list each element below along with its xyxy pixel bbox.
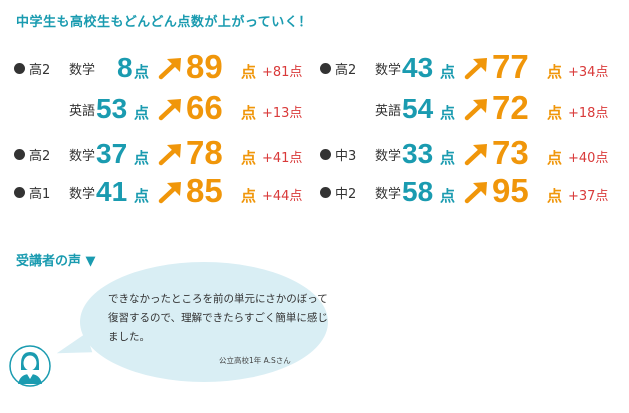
score-after: 72 [492,89,529,126]
score-gain: +34点 [568,65,609,80]
score-after: 95 [492,172,529,209]
student-avatar-icon [9,345,51,387]
score-unit: 点 [241,149,257,167]
score-before: 58 [402,176,434,207]
score-after: 78 [186,134,223,171]
up-arrow-icon [158,144,181,166]
score-unit: 点 [241,104,257,122]
score-unit: 点 [241,63,257,81]
headline: 中学生も高校生もどんどん点数が上がっていく！ [16,15,312,30]
score-before: 41 [96,176,128,207]
score-gain: +41点 [262,151,303,166]
voice-section-title: 受講者の声 ▼ [16,254,96,269]
score-after: 89 [186,48,223,85]
score-before: 53 [96,93,128,124]
subject-label: 数学 [69,149,96,164]
bullet-icon [320,187,331,198]
score-unit: 点 [134,149,150,167]
score-before: 33 [402,138,434,169]
up-arrow-icon [464,99,487,121]
score-after: 66 [186,89,223,126]
score-gain: +18点 [568,106,609,121]
grade-label: 中2 [335,187,357,202]
grade-label: 高2 [29,149,51,164]
score-unit: 点 [547,149,563,167]
score-gain: +13点 [262,106,303,121]
subject-label: 数学 [69,187,96,202]
grade-label: 中3 [335,149,357,164]
score-unit: 点 [241,187,257,205]
score-before: 8 [117,52,133,83]
bullet-icon [14,187,25,198]
score-after: 77 [492,48,529,85]
up-arrow-icon [464,182,487,204]
score-before: 43 [402,52,434,83]
score-unit: 点 [547,63,563,81]
bullet-icon [320,63,331,74]
subject-label: 数学 [375,63,402,78]
testimonial-signature: 公立高校1年 A.Sさん [219,356,291,365]
subject-label: 数学 [375,187,402,202]
score-unit: 点 [134,104,150,122]
score-after: 73 [492,134,529,171]
bullet-icon [320,149,331,160]
grade-label: 高1 [29,187,51,202]
bullet-icon [14,63,25,74]
score-unit: 点 [547,187,563,205]
score-unit: 点 [440,104,456,122]
subject-label: 英語 [375,104,402,119]
score-gain: +37点 [568,189,609,204]
testimonial-quote: できなかったところを前の単元にさかのぼって復習するので、理解できたらすごく簡単に… [108,293,328,343]
grade-label: 高2 [335,63,357,78]
score-unit: 点 [440,63,456,81]
subject-label: 数学 [69,63,96,78]
grade-label: 高2 [29,63,51,78]
bullet-icon [14,149,25,160]
score-gain: +40点 [568,151,609,166]
speech-bubble [80,262,328,382]
score-gain: +81点 [262,65,303,80]
score-unit: 点 [547,104,563,122]
score-unit: 点 [440,187,456,205]
up-arrow-icon [158,99,181,121]
score-before: 37 [96,138,128,169]
subject-label: 英語 [69,104,96,119]
score-unit: 点 [134,187,150,205]
subject-label: 数学 [375,149,402,164]
score-before: 54 [402,93,434,124]
up-arrow-icon [464,144,487,166]
score-unit: 点 [440,149,456,167]
score-gain: +44点 [262,189,303,204]
up-arrow-icon [464,58,487,80]
up-arrow-icon [158,58,181,80]
score-after: 85 [186,172,223,209]
up-arrow-icon [158,182,181,204]
score-unit: 点 [134,63,150,81]
